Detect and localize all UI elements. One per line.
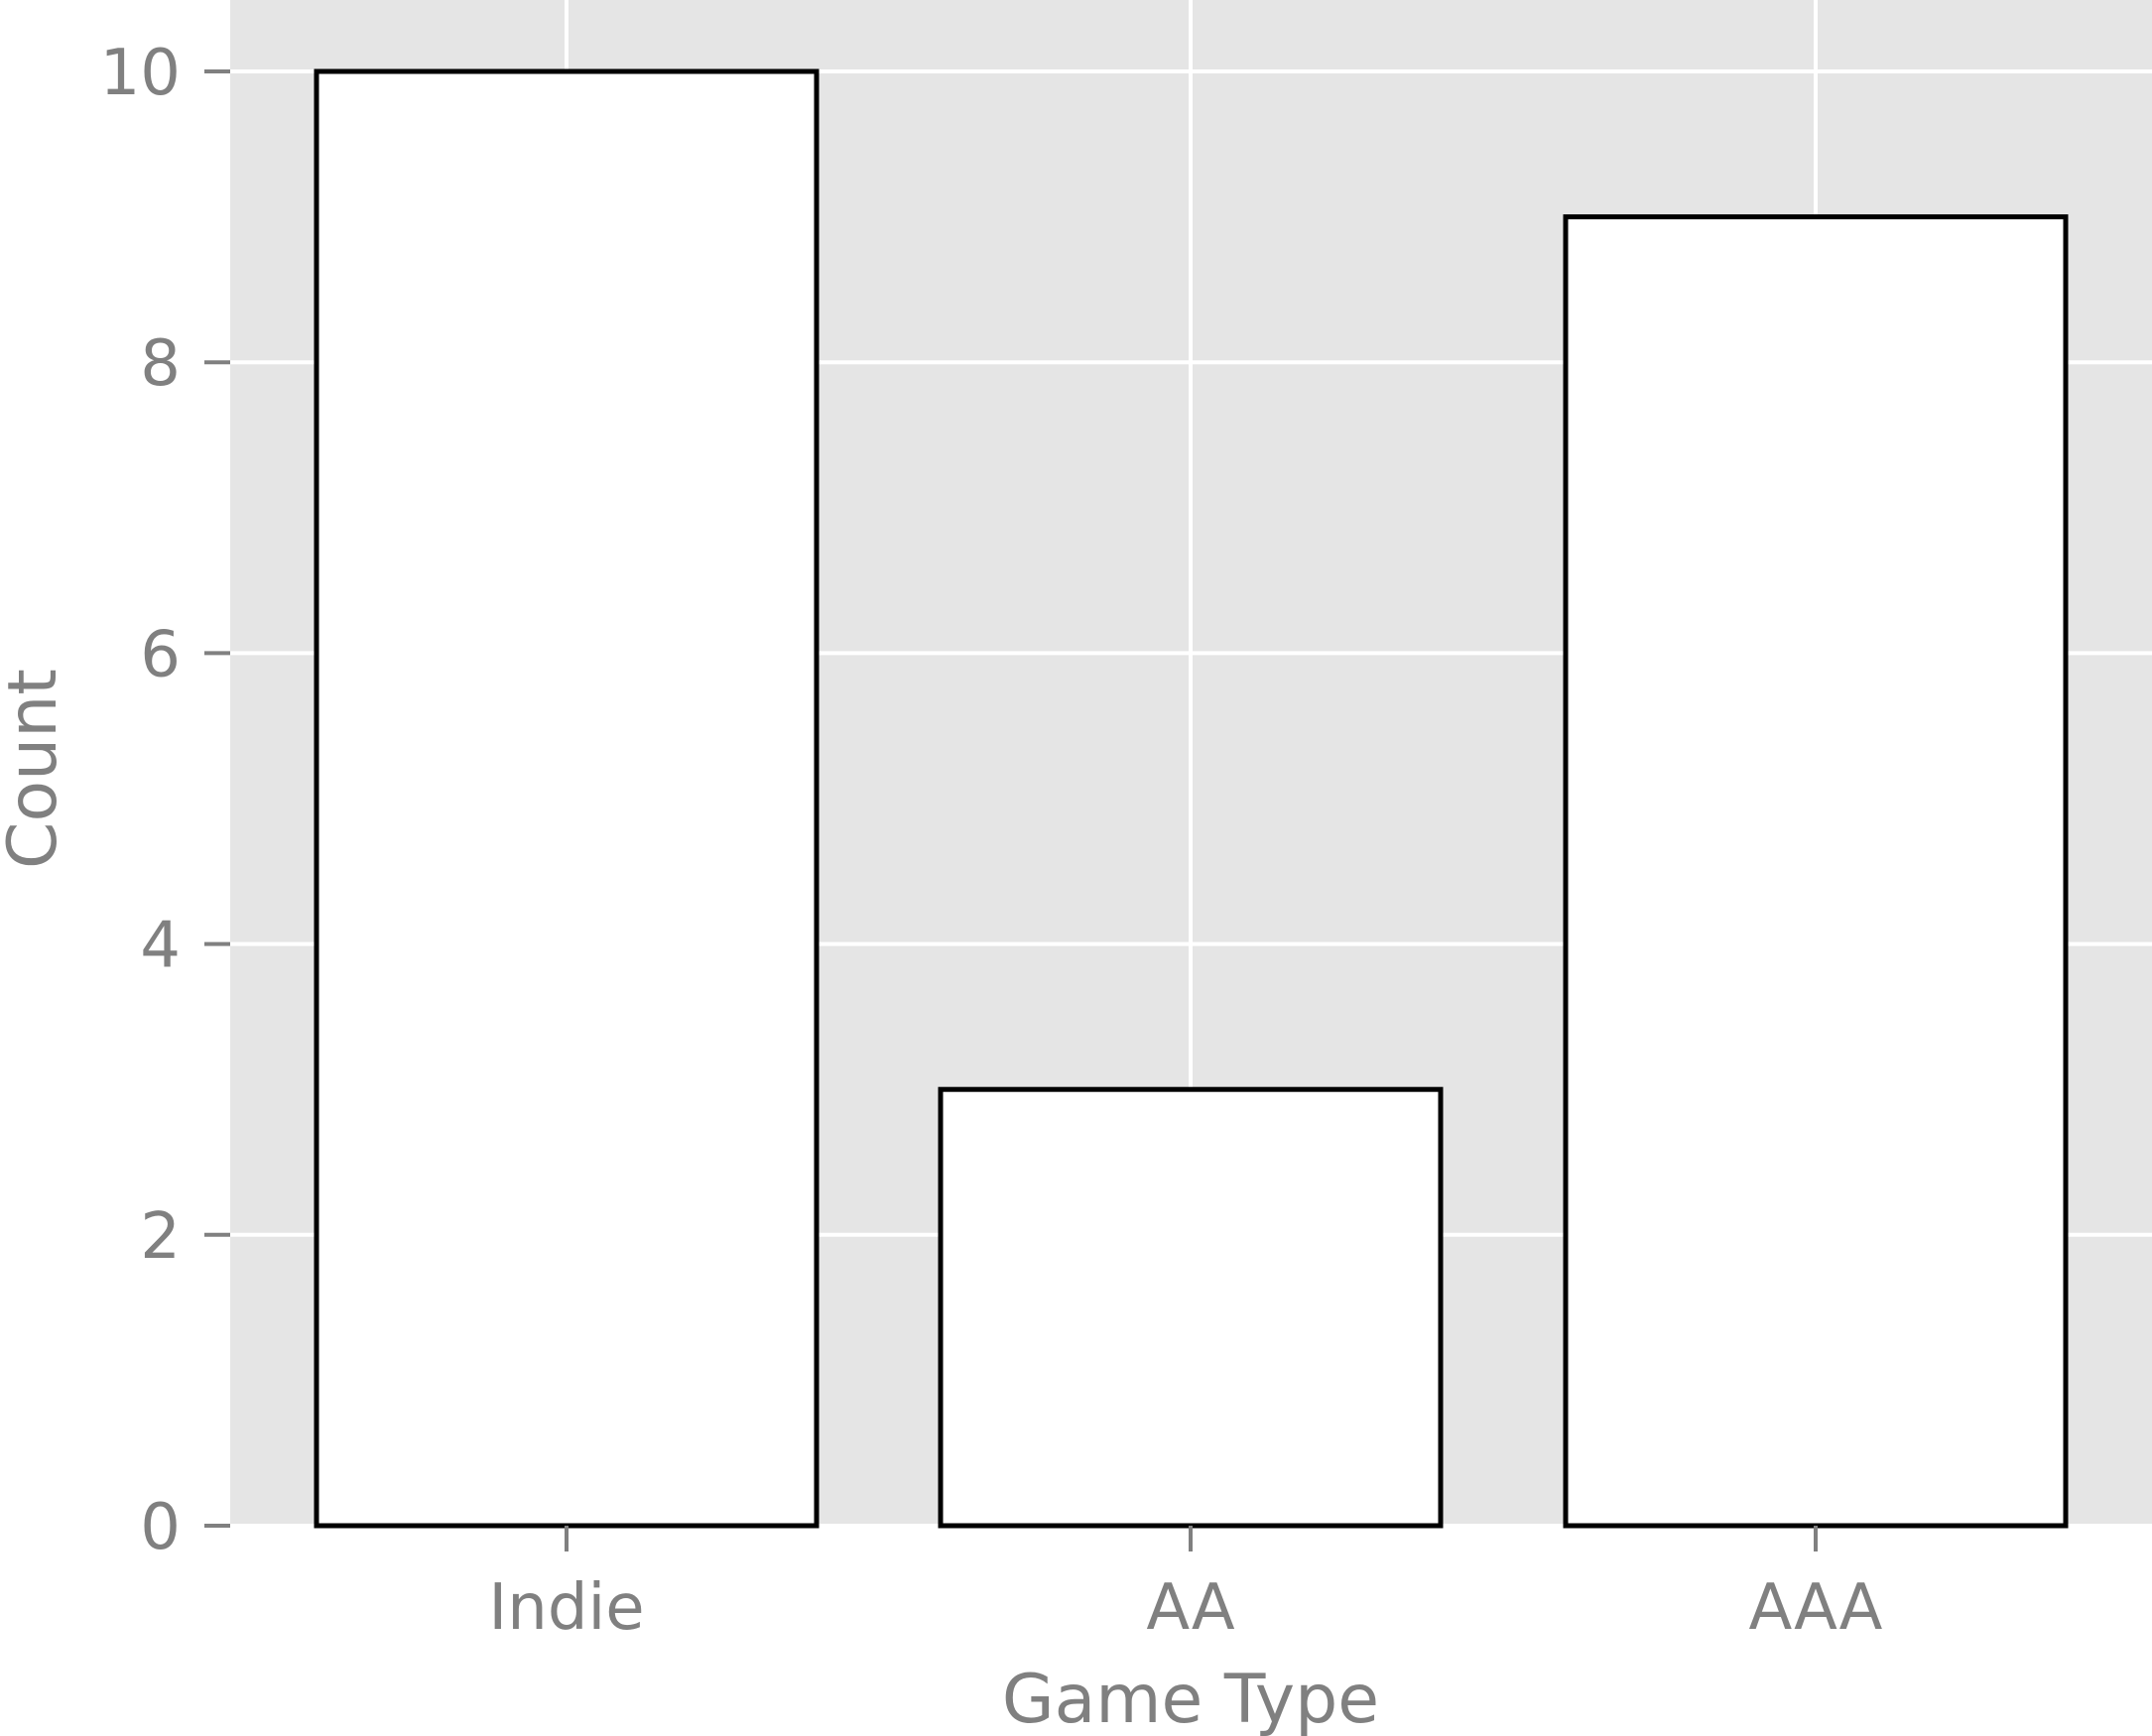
y-tick-label: 4 [140, 910, 181, 983]
y-tick-label: 6 [140, 618, 181, 691]
y-axis-label: Count [0, 669, 72, 869]
x-tick-label-aaa: AAA [1749, 1571, 1883, 1645]
y-tick-label: 10 [100, 37, 181, 110]
bar-indie [314, 68, 820, 1529]
y-tick-label: 0 [140, 1491, 181, 1564]
bars [314, 68, 2069, 1529]
y-tick-label: 2 [140, 1200, 181, 1274]
y-axis: 0 2 4 6 8 10 [100, 37, 230, 1564]
x-tick-label-indie: Indie [488, 1571, 644, 1645]
bar-aaa [1563, 214, 2069, 1529]
x-axis: Indie AA AAA [488, 1526, 1883, 1645]
y-tick-label: 8 [140, 327, 181, 401]
x-tick-label-aa: AA [1146, 1571, 1235, 1645]
bar-aa [938, 1086, 1444, 1529]
x-axis-label: Game Type [1002, 1661, 1379, 1736]
